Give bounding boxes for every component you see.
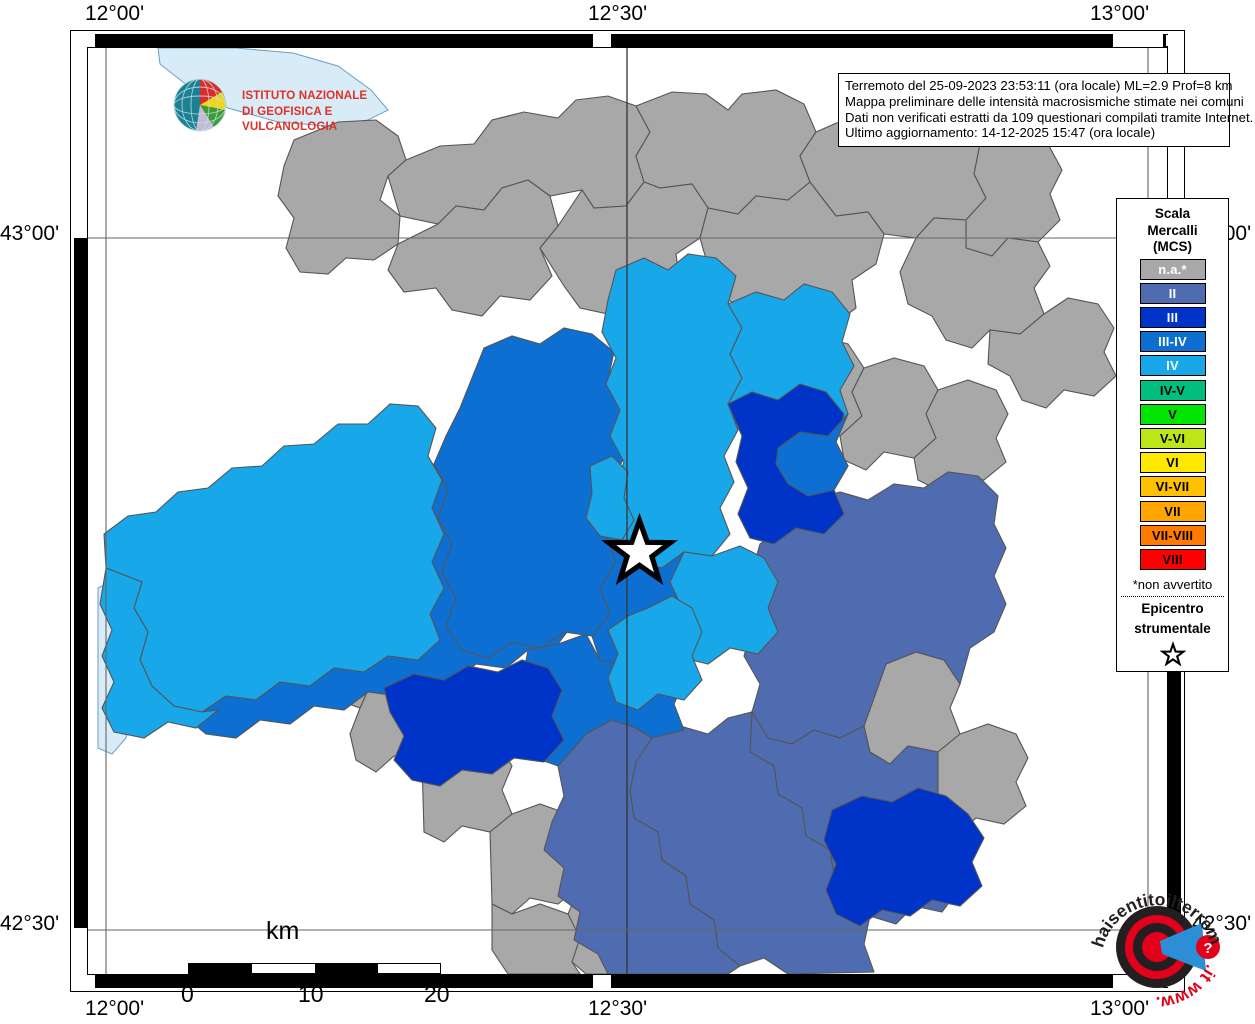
municipality-polygon bbox=[99, 567, 220, 739]
scalebar-tick bbox=[188, 974, 190, 983]
legend-swatch-v[interactable]: V bbox=[1139, 403, 1206, 425]
municipality-polygon bbox=[775, 413, 849, 497]
municipality-polygon bbox=[601, 253, 743, 569]
epicenter-star-icon bbox=[600, 512, 679, 586]
legend-items: n.a.* II III III-IV IV IV-V V V-VI VI VI-VII VII VI… bbox=[1117, 258, 1228, 570]
legend-swatch-iv-v[interactable]: IV-V bbox=[1139, 379, 1206, 401]
legend-swatch-label: V-VI bbox=[1159, 431, 1186, 446]
legend-title-1: Scala bbox=[1154, 206, 1191, 221]
legend-swatch-ii[interactable]: II bbox=[1139, 282, 1206, 304]
municipality-polygon bbox=[899, 217, 1051, 349]
legend-epicenter-star-icon bbox=[1117, 640, 1228, 671]
target-icon: ? haisentitoilterremoto .it www. bbox=[1077, 859, 1227, 1013]
municipality-polygon bbox=[277, 119, 407, 275]
legend-swatch-viii[interactable]: VIII bbox=[1139, 548, 1206, 570]
scalebar-label-0: 0 bbox=[181, 981, 194, 1007]
municipality-polygon bbox=[739, 471, 1007, 745]
scalebar-label-10: 10 bbox=[298, 981, 324, 1007]
legend-swatch-label: IV-V bbox=[1159, 382, 1186, 398]
legend-swatch-label: VII bbox=[1164, 503, 1181, 519]
axis-label-bottom-3: 13°00' bbox=[1090, 997, 1150, 1020]
legend-swatch-vii-viii[interactable]: VII-VIII bbox=[1139, 524, 1206, 546]
scalebar-segment bbox=[315, 964, 378, 973]
legend-swatch-label: III-IV bbox=[1158, 334, 1187, 350]
municipality-polygon bbox=[823, 787, 985, 927]
ingv-logo-text: ISTITUTO NAZIONALE DI GEOFISICA E VULCAN… bbox=[242, 88, 390, 135]
info-line-1: Terremoto del 25-09-2023 23:53:11 (ora l… bbox=[845, 78, 1233, 93]
scalebar-tick bbox=[440, 974, 442, 983]
municipality-polygon bbox=[383, 659, 565, 787]
info-line-4: Ultimo aggiornamento: 14-12-2025 15:47 (… bbox=[845, 125, 1156, 141]
municipality-polygon bbox=[543, 719, 741, 974]
map-frame: .mun{stroke:#555;stroke-width:1.1;} .na … bbox=[70, 30, 1253, 1013]
hsit-logo[interactable]: ? haisentitoilterremoto .it www. bbox=[1077, 859, 1232, 1015]
municipality-polygon bbox=[387, 179, 559, 317]
legend-swatch-label: V bbox=[1168, 406, 1177, 422]
legend-swatch-label: VIII bbox=[1162, 551, 1183, 567]
scalebar-tick bbox=[314, 974, 316, 983]
legend-swatch-iii[interactable]: III bbox=[1139, 307, 1206, 329]
axis-label-bottom-1: 12°00' bbox=[85, 997, 145, 1020]
legend-title-3: (MCS) bbox=[1153, 239, 1192, 254]
legend-swatch-vi[interactable]: VI bbox=[1139, 452, 1206, 474]
scalebar-label-20: 20 bbox=[424, 981, 450, 1007]
municipality-polygon bbox=[491, 903, 583, 974]
scalebar-segment bbox=[189, 964, 252, 973]
intensity-legend: Scala Mercalli (MCS) n.a.* II III III-IV IV I… bbox=[1116, 198, 1229, 672]
event-info-box: Terremoto del 25-09-2023 23:53:11 (ora l… bbox=[838, 73, 1254, 147]
legend-swatch-label: IV bbox=[1166, 358, 1179, 374]
legend-swatch-label: VI-VII bbox=[1155, 479, 1190, 495]
legend-swatch-vi-vii[interactable]: VI-VII bbox=[1139, 476, 1206, 498]
legend-swatch-iv[interactable]: IV bbox=[1139, 355, 1206, 377]
legend-swatch-label: VI bbox=[1166, 455, 1179, 471]
municipality-polygon bbox=[839, 357, 939, 471]
legend-divider bbox=[1121, 595, 1224, 597]
legend-swatch-v-vi[interactable]: V-VI bbox=[1139, 428, 1206, 449]
axis-label-left-1: 43°00' bbox=[0, 222, 60, 245]
municipality-polygon bbox=[987, 297, 1117, 409]
legend-epicenter-title-2: strumentale bbox=[1134, 620, 1211, 636]
legend-swatch-label: VII-VIII bbox=[1151, 527, 1194, 543]
axis-label-top-2: 12°30' bbox=[588, 2, 648, 25]
ingv-logo-line-2: DI GEOFISICA E VULCANOLOGIA bbox=[242, 104, 338, 134]
scalebar-track bbox=[188, 963, 441, 974]
municipality-polygon bbox=[585, 455, 635, 541]
info-line-2: Mappa preliminare delle intensità macros… bbox=[845, 93, 1244, 109]
info-line-3: Dati non verificati estratti da 109 ques… bbox=[845, 109, 1254, 125]
svg-text:?: ? bbox=[1203, 940, 1212, 957]
scalebar-unit: km bbox=[266, 917, 300, 945]
legend-swatch-n-a-[interactable]: n.a.* bbox=[1139, 258, 1206, 280]
legend-epicenter-title-1: Epicentro bbox=[1141, 600, 1204, 616]
legend-swatch-label: II bbox=[1168, 285, 1177, 301]
legend-swatch-label: n.a.* bbox=[1158, 261, 1187, 277]
legend-swatch-iii-iv[interactable]: III-IV bbox=[1139, 331, 1206, 353]
municipality-polygon bbox=[607, 595, 703, 711]
axis-label-top-3: 13°00' bbox=[1090, 2, 1150, 25]
axis-label-top-1: 12°00' bbox=[85, 2, 145, 25]
legend-title-2: Mercalli bbox=[1147, 222, 1198, 238]
scalebar-tick bbox=[251, 974, 253, 983]
ingv-logo: ISTITUTO NAZIONALE DI GEOFISICA E VULCAN… bbox=[170, 74, 390, 136]
legend-swatch-vii[interactable]: VII bbox=[1139, 500, 1206, 522]
axis-label-bottom-2: 12°30' bbox=[588, 997, 648, 1020]
scalebar-tick bbox=[377, 974, 379, 983]
axis-label-right-2: 42°30' bbox=[1192, 912, 1252, 935]
axis-label-left-2: 42°30' bbox=[0, 912, 60, 935]
ingv-logo-line-1: ISTITUTO NAZIONALE bbox=[242, 89, 368, 102]
legend-swatch-label: III bbox=[1166, 310, 1179, 326]
legend-footnote: *non avvertito bbox=[1132, 576, 1213, 592]
map-canvas[interactable]: .mun{stroke:#555;stroke-width:1.1;} .na … bbox=[88, 48, 1167, 974]
globe-icon bbox=[173, 78, 227, 132]
